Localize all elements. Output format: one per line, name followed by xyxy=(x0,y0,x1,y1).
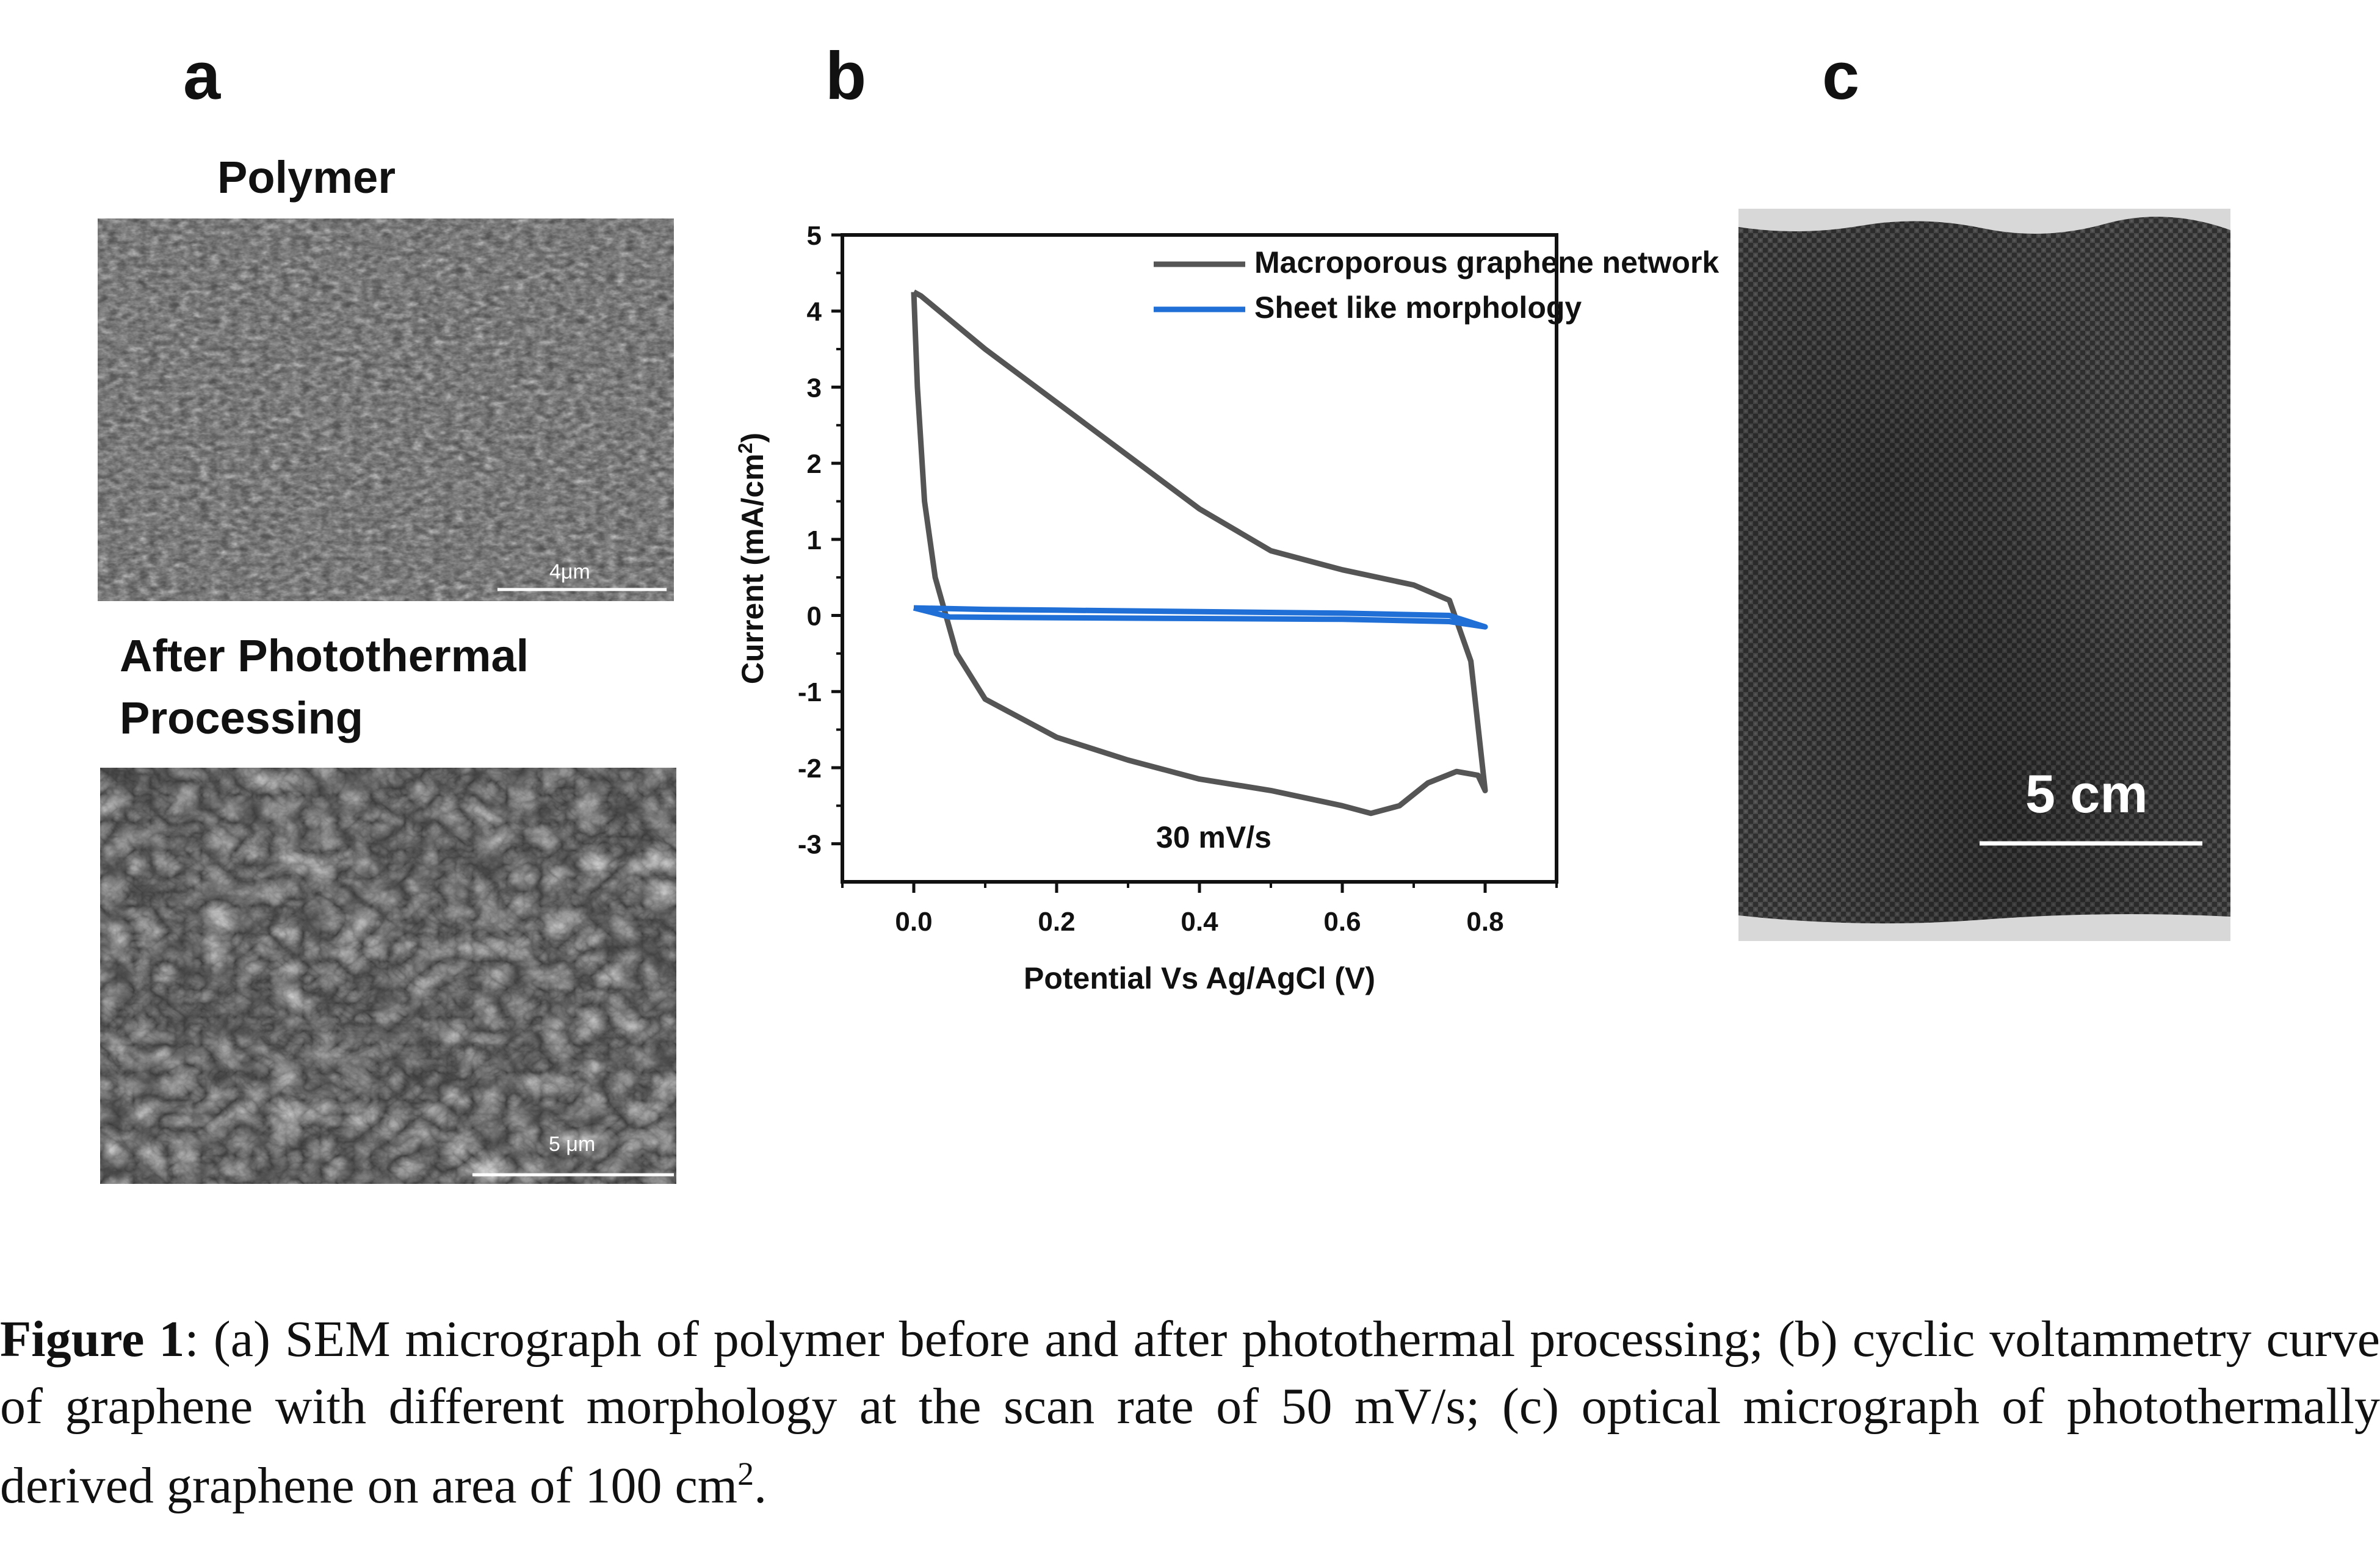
y-axis-label: Current (mA/cm2) xyxy=(734,433,770,684)
sem-texture-polymer xyxy=(98,218,674,601)
caption-superscript: 2 xyxy=(737,1455,754,1492)
caption-label: Figure 1 xyxy=(0,1311,185,1368)
woven-texture xyxy=(1738,209,2230,941)
caption-text: : (a) SEM micrograph of polymer before a… xyxy=(0,1311,2380,1514)
x-tick-label: 0.8 xyxy=(1466,907,1503,937)
y-tick-label: 4 xyxy=(807,297,822,327)
series-line-0 xyxy=(911,289,1488,817)
cv-chart: -3 -2 -1 0 1 2 3 4 5 0.0 0.2 0.4 0.6 0.8 Current (mA/… xyxy=(734,221,1719,995)
y-tick-label: 1 xyxy=(807,525,822,555)
y-tick-label: 5 xyxy=(807,221,822,251)
y-tick-label: 3 xyxy=(807,373,822,403)
y-tick-label: -2 xyxy=(798,754,822,784)
scan-rate-annotation: 30 mV/s xyxy=(1156,820,1271,854)
panel-label-b: b xyxy=(825,38,867,114)
y-tick-label: 0 xyxy=(807,602,822,632)
legend-label: Macroporous graphene network xyxy=(1254,245,1719,280)
plot-frame xyxy=(841,233,1558,884)
sem-image-after-processing: 5 μm xyxy=(100,768,676,1184)
scalebar-label-network: 5 μm xyxy=(549,1133,596,1156)
figure-caption: Figure 1: (a) SEM micrograph of polymer … xyxy=(0,1306,2380,1520)
x-tick-label: 0.2 xyxy=(1038,907,1075,937)
x-axis-label: Potential Vs Ag/AgCl (V) xyxy=(1024,961,1375,995)
legend: Macroporous graphene network Sheet like m… xyxy=(1154,245,1719,325)
x-tick-label: 0.4 xyxy=(1181,907,1218,937)
sem-title-line1: After Photothermal xyxy=(120,630,529,681)
panel-label-a: a xyxy=(183,38,221,114)
optical-image-graphene: 5 cm xyxy=(1738,209,2230,941)
sem-title-after-processing: After Photothermal Processing xyxy=(120,625,529,749)
x-tick-label: 0.0 xyxy=(895,907,932,937)
y-tick-label: -1 xyxy=(798,677,822,707)
legend-label: Sheet like morphology xyxy=(1254,290,1582,325)
sem-texture-network xyxy=(100,768,676,1184)
sem-title-line2: Processing xyxy=(120,693,363,744)
panel-label-c: c xyxy=(1822,38,1860,114)
scalebar-label-polymer: 4μm xyxy=(549,560,590,583)
sem-image-polymer: 4μm xyxy=(98,218,674,601)
scalebar-label-optical: 5 cm xyxy=(2025,763,2148,824)
y-tick-label: -3 xyxy=(798,830,822,860)
sem-title-polymer: Polymer xyxy=(217,152,396,203)
x-tick-label: 0.6 xyxy=(1323,907,1361,937)
y-tick-label: 2 xyxy=(807,449,822,479)
caption-end: . xyxy=(754,1457,767,1514)
series-line-1 xyxy=(913,605,1488,630)
